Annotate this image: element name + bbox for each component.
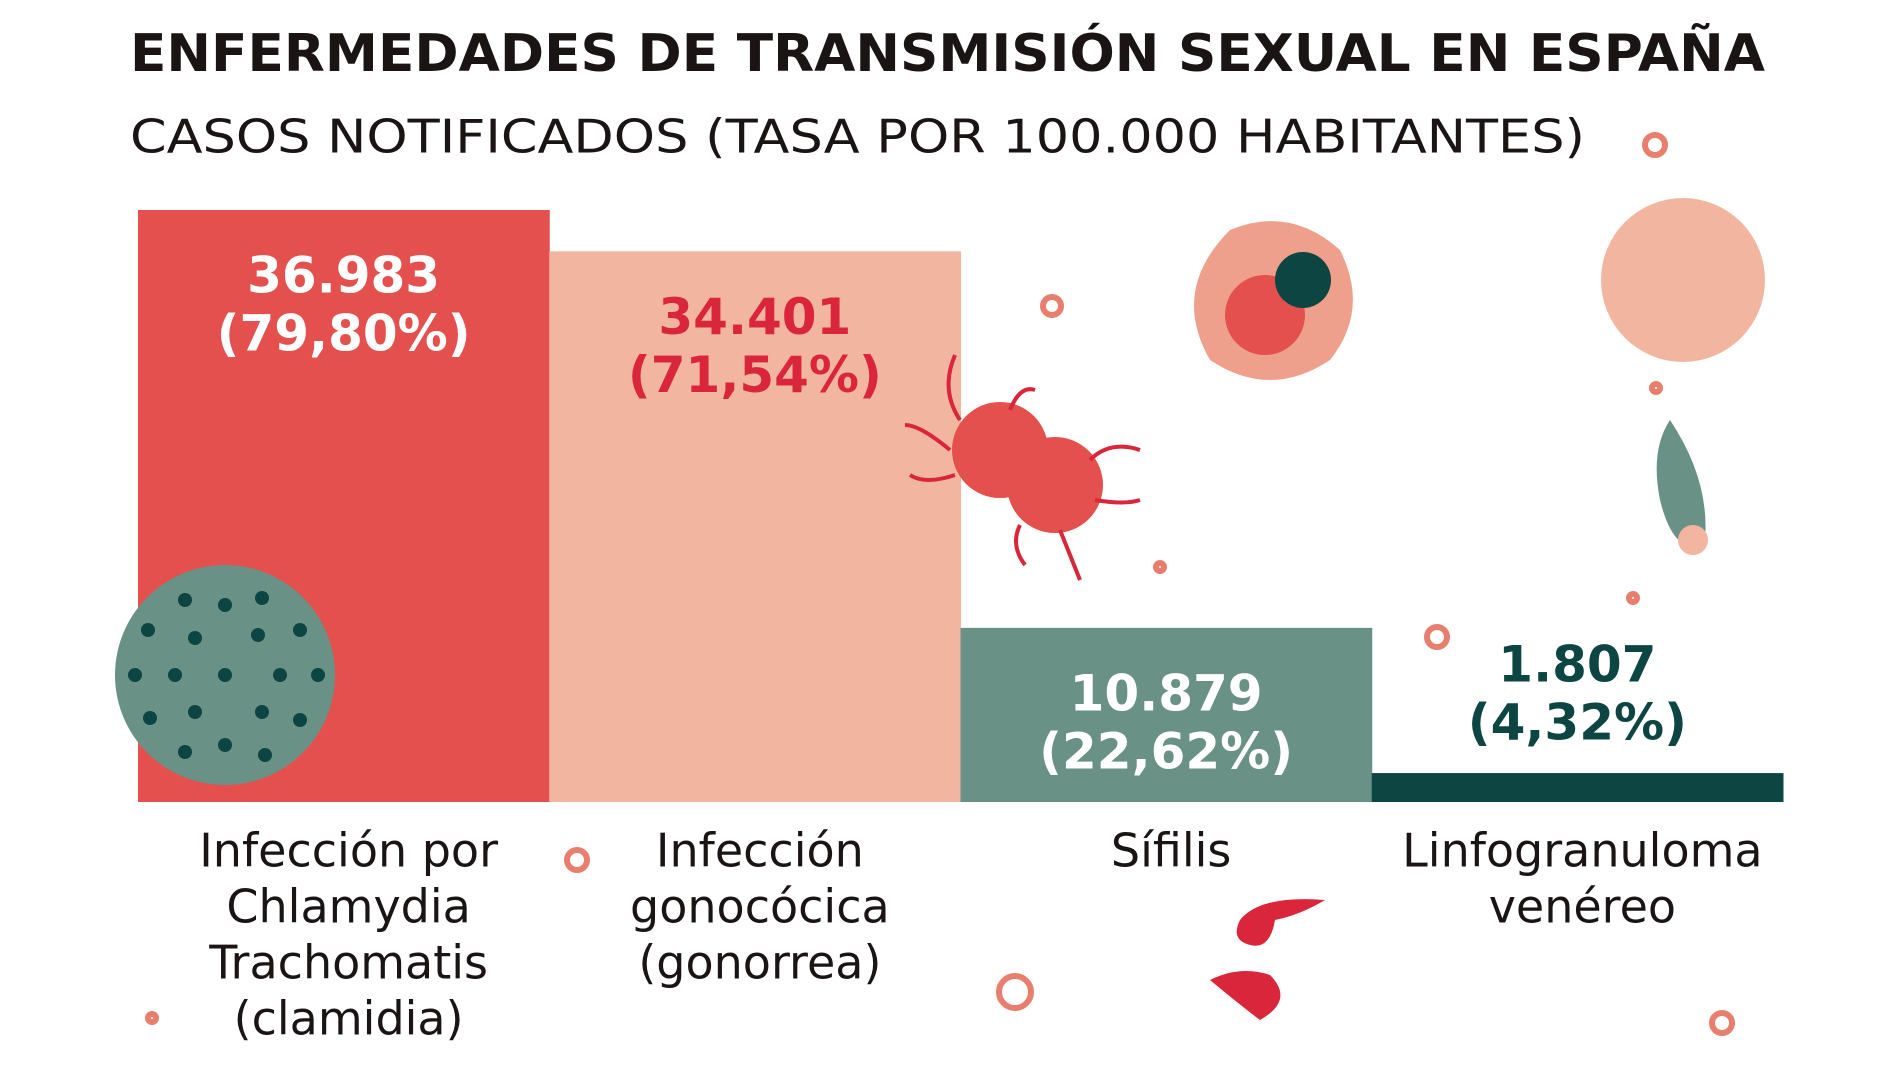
x-tick-label: gonocócica [630, 880, 890, 934]
bar [960, 627, 1373, 802]
share-label: (22,62%) [1039, 722, 1293, 780]
bar [549, 251, 961, 802]
x-tick-label: Linfogranuloma [1402, 824, 1762, 878]
bars [138, 210, 1784, 802]
bubbles [145, 132, 1735, 1036]
gonococcus-pili [904, 354, 1141, 581]
x-tick-label: Trachomatis [208, 936, 488, 990]
chart-title: ENFERMEDADES DE TRANSMISIÓN SEXUAL EN ES… [130, 22, 1765, 84]
x-tick-label: Sífilis [1111, 824, 1231, 878]
share-label: (71,54%) [628, 346, 882, 404]
value-label: 10.879 [1070, 664, 1263, 722]
value-label: 1.807 [1498, 636, 1656, 694]
chart-subtitle: CASOS NOTIFICADOS (TASA POR 100.000 HABI… [130, 110, 1585, 164]
value-label: 34.401 [658, 288, 851, 346]
x-tick-label: Chlamydia [226, 880, 470, 934]
trichomonas-nucleus [1678, 525, 1708, 555]
share-label: (79,80%) [217, 305, 471, 363]
chlamydia-dots [128, 591, 325, 762]
spirochetes [1210, 899, 1325, 1020]
trichomonas [1656, 420, 1706, 545]
syphilis-dot [1275, 252, 1331, 308]
x-tick-label: venéreo [1489, 880, 1676, 934]
value-label: 36.983 [247, 247, 440, 305]
gonococcus [1007, 437, 1103, 533]
decorations [115, 132, 1765, 1036]
x-tick-label: (gonorrea) [638, 936, 881, 990]
x-tick-label: (clamidia) [234, 992, 464, 1046]
x-tick-label: Infección [656, 824, 864, 878]
share-label: (4,32%) [1468, 694, 1687, 752]
bar [1371, 773, 1784, 802]
virus [1601, 198, 1765, 362]
x-tick-label: Infección por [199, 824, 498, 878]
